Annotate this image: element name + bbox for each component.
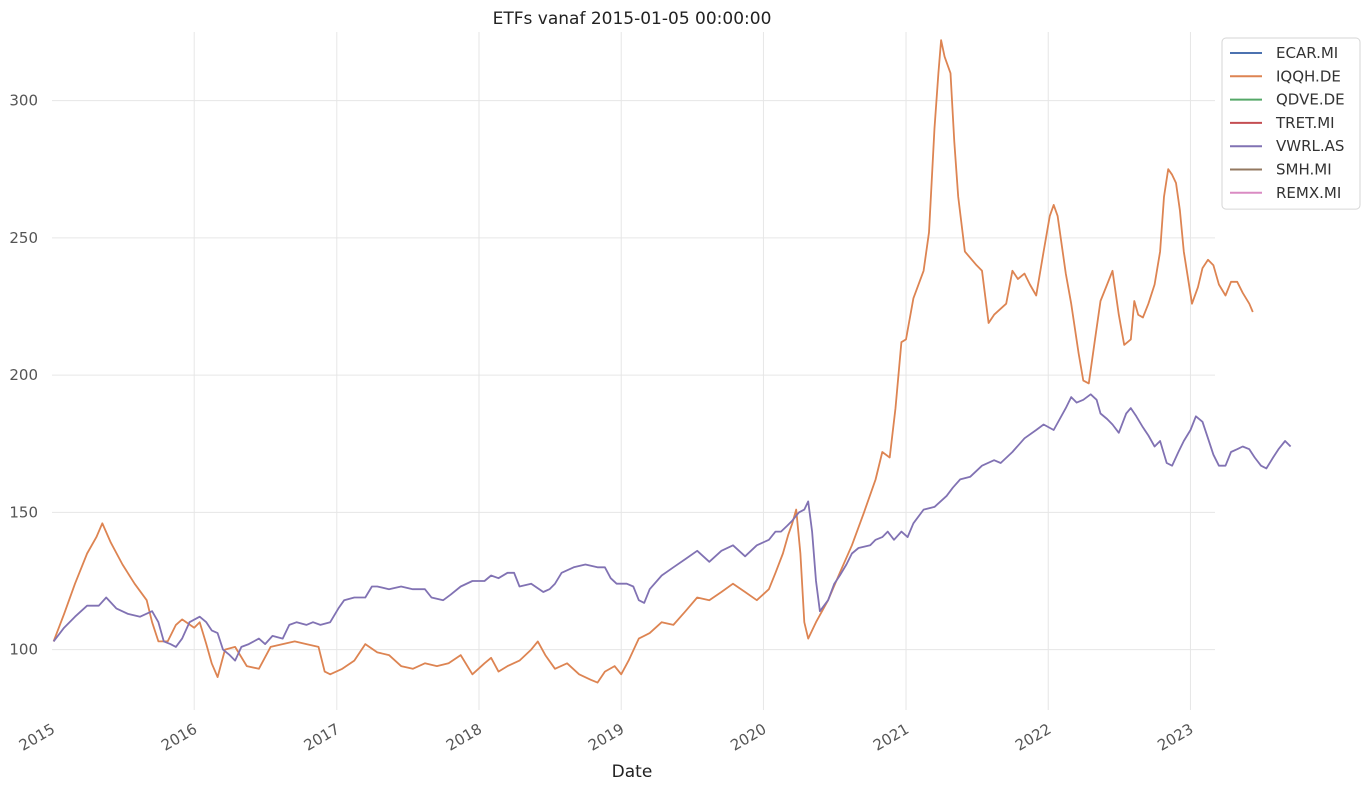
legend-label-vwrl-as: VWRL.AS — [1276, 137, 1344, 155]
y-tick-label: 250 — [9, 229, 38, 247]
legend-label-iqqh-de: IQQH.DE — [1276, 67, 1341, 85]
y-tick-label: 200 — [9, 366, 38, 384]
legend-label-remx-mi: REMX.MI — [1276, 184, 1341, 202]
legend-label-tret-mi: TRET.MI — [1275, 114, 1335, 132]
chart-title: ETFs vanaf 2015-01-05 00:00:00 — [493, 9, 772, 29]
series-lines — [52, 39, 1292, 684]
y-tick-label: 100 — [9, 641, 38, 659]
y-tick-label: 300 — [9, 92, 38, 110]
legend-label-ecar-mi: ECAR.MI — [1276, 44, 1338, 62]
x-axis-label: Date — [612, 762, 653, 782]
legend-label-qdve-de: QDVE.DE — [1276, 91, 1345, 109]
y-tick-label: 150 — [9, 503, 38, 521]
grid-lines — [52, 32, 1215, 710]
legend-box — [1221, 37, 1361, 210]
legend-label-smh-mi: SMH.MI — [1276, 161, 1332, 179]
legend: ECAR.MI IQQH.DE QDVE.DE TRET.MI VWRL.AS SMH.M… — [1221, 37, 1361, 210]
series-line-vwrl-as — [52, 393, 1292, 662]
series-line-iqqh-de — [52, 39, 1254, 684]
